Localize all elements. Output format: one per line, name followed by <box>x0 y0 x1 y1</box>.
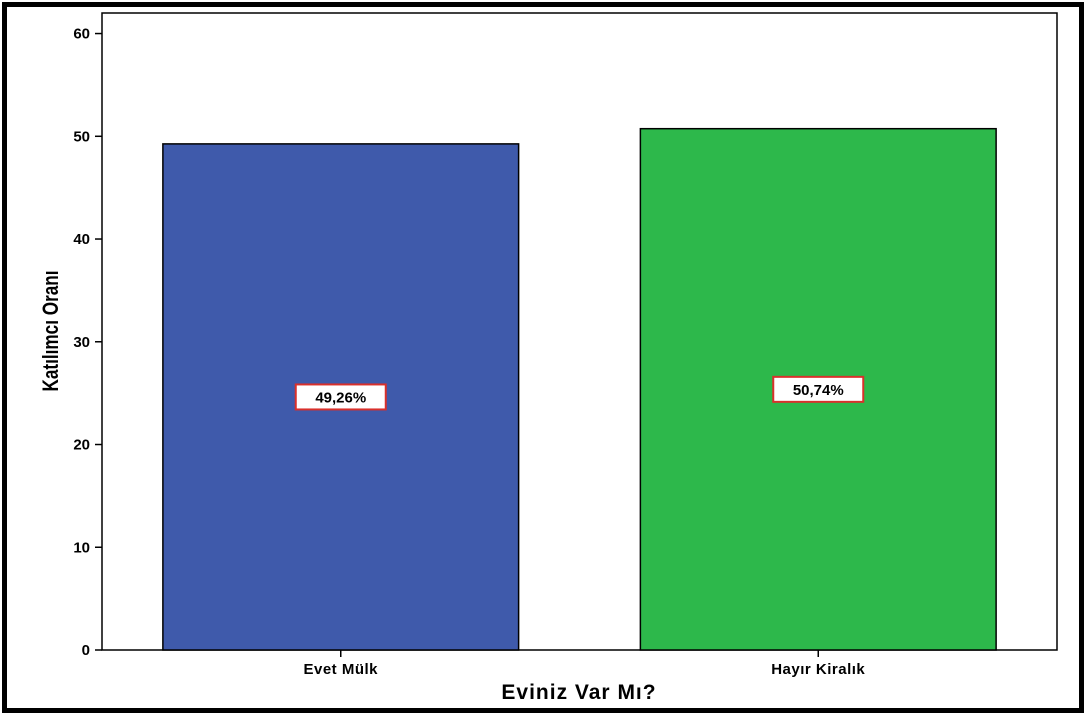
data-label: 49,26% <box>315 389 366 406</box>
y-axis-title: Katılımcı Oranı <box>39 270 64 391</box>
data-label-box <box>294 383 387 411</box>
y-tick-label: 40 <box>73 231 90 248</box>
y-axis: 0 10 20 30 40 50 60 <box>73 26 102 659</box>
y-tick-label: 20 <box>73 437 90 454</box>
x-category-label: Evet Mülk <box>303 661 378 678</box>
data-label-box <box>772 375 865 403</box>
y-tick-label: 60 <box>73 26 90 43</box>
x-axis-title: Eviniz Var Mı? <box>501 681 656 704</box>
y-tick-label: 10 <box>73 539 90 556</box>
y-tick-label: 30 <box>73 334 90 351</box>
x-axis: Evet Mülk Hayır Kiralık <box>303 650 865 678</box>
x-category-label: Hayır Kiralık <box>771 661 865 678</box>
data-label: 50,74% <box>793 382 844 399</box>
y-tick-label: 0 <box>82 642 90 659</box>
bars-group: 49,26% 50,74% <box>162 127 997 651</box>
y-tick-label: 50 <box>73 128 90 145</box>
